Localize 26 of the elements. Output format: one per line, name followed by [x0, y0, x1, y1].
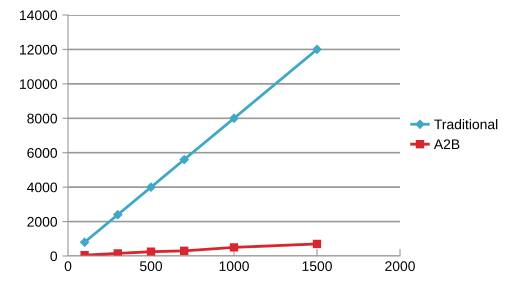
point — [180, 246, 188, 256]
legend-label: A2B — [434, 139, 460, 150]
point — [312, 240, 322, 248]
point — [312, 44, 322, 54]
legend-label: Traditional — [434, 119, 498, 130]
x-tick-label: 2000 — [385, 261, 415, 272]
point — [146, 182, 156, 192]
point — [230, 243, 238, 252]
x-tick-label: 1500 — [302, 261, 332, 272]
point — [113, 210, 122, 220]
point — [180, 154, 189, 164]
point — [146, 248, 156, 256]
point — [229, 114, 239, 123]
y-tick-label: 8000 — [27, 114, 58, 124]
x-tick-label: 1000 — [220, 261, 249, 272]
x-tick-label: 500 — [140, 261, 162, 272]
y-tick-label: 2000 — [27, 216, 58, 227]
point — [80, 238, 90, 247]
y-tick-label: 4000 — [27, 182, 58, 192]
x-tick-label: 0 — [64, 261, 72, 272]
y-tick-label: 10000 — [20, 79, 58, 90]
y-tick-label: 12000 — [20, 44, 58, 55]
y-tick-label: 0 — [50, 251, 58, 262]
y-tick-label: 14000 — [20, 10, 58, 20]
point — [114, 249, 122, 256]
y-tick-label: 6000 — [27, 148, 58, 158]
